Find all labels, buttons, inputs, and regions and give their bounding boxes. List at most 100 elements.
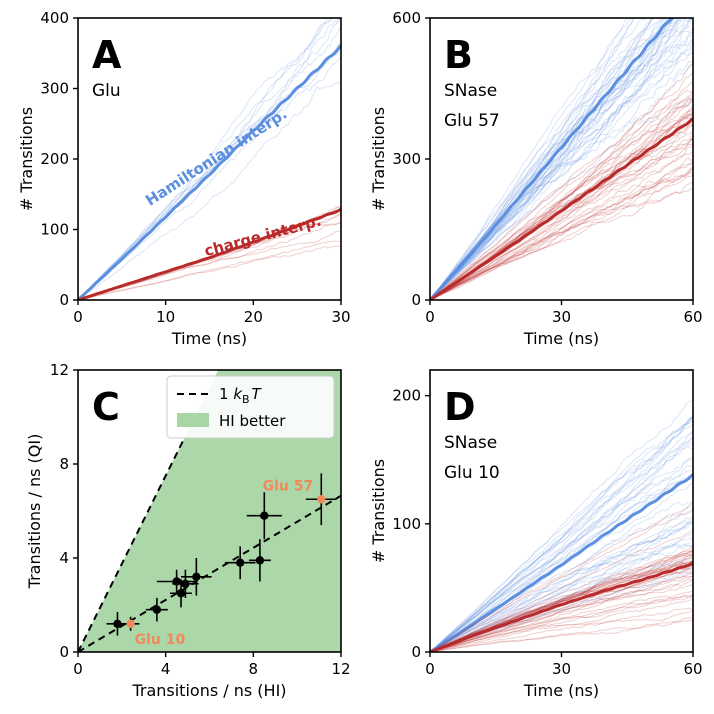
replica-line-red <box>430 181 693 300</box>
plot-area <box>78 370 341 652</box>
y-tick-label: 4 <box>59 549 69 567</box>
replica-line-blue <box>430 416 693 652</box>
panel-annotation: SNase <box>444 81 497 101</box>
y-tick-label: 0 <box>59 291 69 309</box>
replica-line-blue <box>430 415 693 652</box>
replica-line-blue <box>430 436 693 652</box>
replica-line-blue <box>430 38 693 300</box>
data-point <box>176 589 186 598</box>
replica-line-red <box>430 142 693 300</box>
panel-annotation: Glu <box>92 81 121 101</box>
replica-line-red <box>430 502 693 652</box>
panel-annotation: Glu 57 <box>444 111 500 131</box>
x-axis-label: Transitions / ns (HI) <box>131 681 286 700</box>
panel-letter: A <box>92 33 122 77</box>
x-tick-label: 0 <box>425 660 435 678</box>
replica-line-blue <box>430 430 693 652</box>
replica-line-blue <box>430 35 693 300</box>
replica-line-blue <box>430 29 693 300</box>
replica-line-red <box>430 610 693 652</box>
y-axis-label: Transitions / ns (QI) <box>25 434 44 590</box>
replica-line-blue <box>430 18 656 300</box>
y-tick-label: 0 <box>411 291 421 309</box>
mean-line-red <box>78 208 341 300</box>
data-point <box>260 511 269 520</box>
replica-line-red <box>430 97 693 300</box>
replica-line-red <box>430 584 693 652</box>
replica-line-blue <box>430 424 693 652</box>
replica-line-blue <box>430 464 693 652</box>
replica-line-blue <box>430 399 693 652</box>
replica-line-red <box>430 144 693 300</box>
y-axis-label: # Transitions <box>369 459 388 563</box>
replica-line-blue <box>430 18 635 300</box>
replica-line-blue <box>430 38 693 300</box>
hi-better-region <box>78 370 341 652</box>
replica-line-red <box>430 578 693 652</box>
label-charge: charge interp. <box>202 212 323 261</box>
replica-line-blue <box>430 446 693 652</box>
replica-line-red <box>430 619 693 652</box>
panel-letter: C <box>92 385 120 429</box>
replica-line-blue <box>430 521 693 652</box>
mean-line-blue <box>430 473 693 652</box>
legend-kbt-sub: B <box>242 393 250 406</box>
highlighted-point <box>126 619 135 628</box>
panel-letter: D <box>444 385 476 429</box>
replica-line-red <box>430 64 693 300</box>
panel-letter: B <box>444 33 473 77</box>
plot-area <box>430 399 693 652</box>
x-tick-label: 20 <box>244 308 263 326</box>
replica-line-blue <box>430 478 693 652</box>
x-tick-label: 30 <box>552 660 571 678</box>
replica-line-blue <box>430 18 633 300</box>
replica-line-red <box>430 550 693 652</box>
x-axis-label: Time (ns) <box>171 329 247 348</box>
x-tick-label: 0 <box>73 308 83 326</box>
replica-line-red <box>430 157 693 300</box>
replica-line-red <box>430 546 693 652</box>
replica-line-red <box>430 510 693 652</box>
y-tick-label: 200 <box>40 150 69 168</box>
replica-line-red <box>430 173 693 300</box>
replica-line-blue <box>430 505 693 652</box>
replica-line-blue <box>78 18 332 300</box>
replica-line-red <box>430 90 693 300</box>
replica-line-blue <box>430 521 693 652</box>
replica-line-red <box>430 550 693 652</box>
replica-line-red <box>430 590 693 652</box>
replica-line-red <box>430 151 693 300</box>
replica-line-blue <box>430 18 673 300</box>
panel-annotation: Glu 10 <box>444 463 500 483</box>
replica-line-blue <box>430 570 693 652</box>
highlighted-point <box>317 495 326 504</box>
replica-line-blue <box>430 18 655 300</box>
replica-line-red <box>430 617 693 652</box>
replica-line-red <box>78 245 341 300</box>
y-tick-label: 300 <box>40 80 69 98</box>
replica-line-red <box>430 161 693 300</box>
mean-line-red <box>430 561 693 652</box>
replica-line-blue <box>430 58 693 300</box>
replica-line-red <box>430 165 693 300</box>
y-tick-label: 8 <box>59 455 69 473</box>
replica-line-blue <box>430 432 693 652</box>
y-tick-label: 600 <box>392 9 421 27</box>
replica-line-red <box>430 188 693 300</box>
x-axis-label: Time (ns) <box>523 329 599 348</box>
replica-line-blue <box>430 532 693 652</box>
legend-label-fill: HI better <box>219 412 286 430</box>
data-point <box>113 619 122 628</box>
mean-line-blue <box>78 44 341 300</box>
replica-line-blue <box>430 18 686 300</box>
replica-line-red <box>430 573 693 652</box>
plot-area <box>430 18 693 300</box>
legend-kbt-prefix: 1 <box>219 385 233 403</box>
kbt-line <box>78 440 185 652</box>
replica-line-blue <box>430 18 629 300</box>
replica-line-blue <box>78 81 341 300</box>
replica-line-blue <box>430 516 693 652</box>
replica-line-blue <box>430 18 635 300</box>
replica-line-blue <box>430 18 648 300</box>
replica-line-blue <box>430 18 671 300</box>
